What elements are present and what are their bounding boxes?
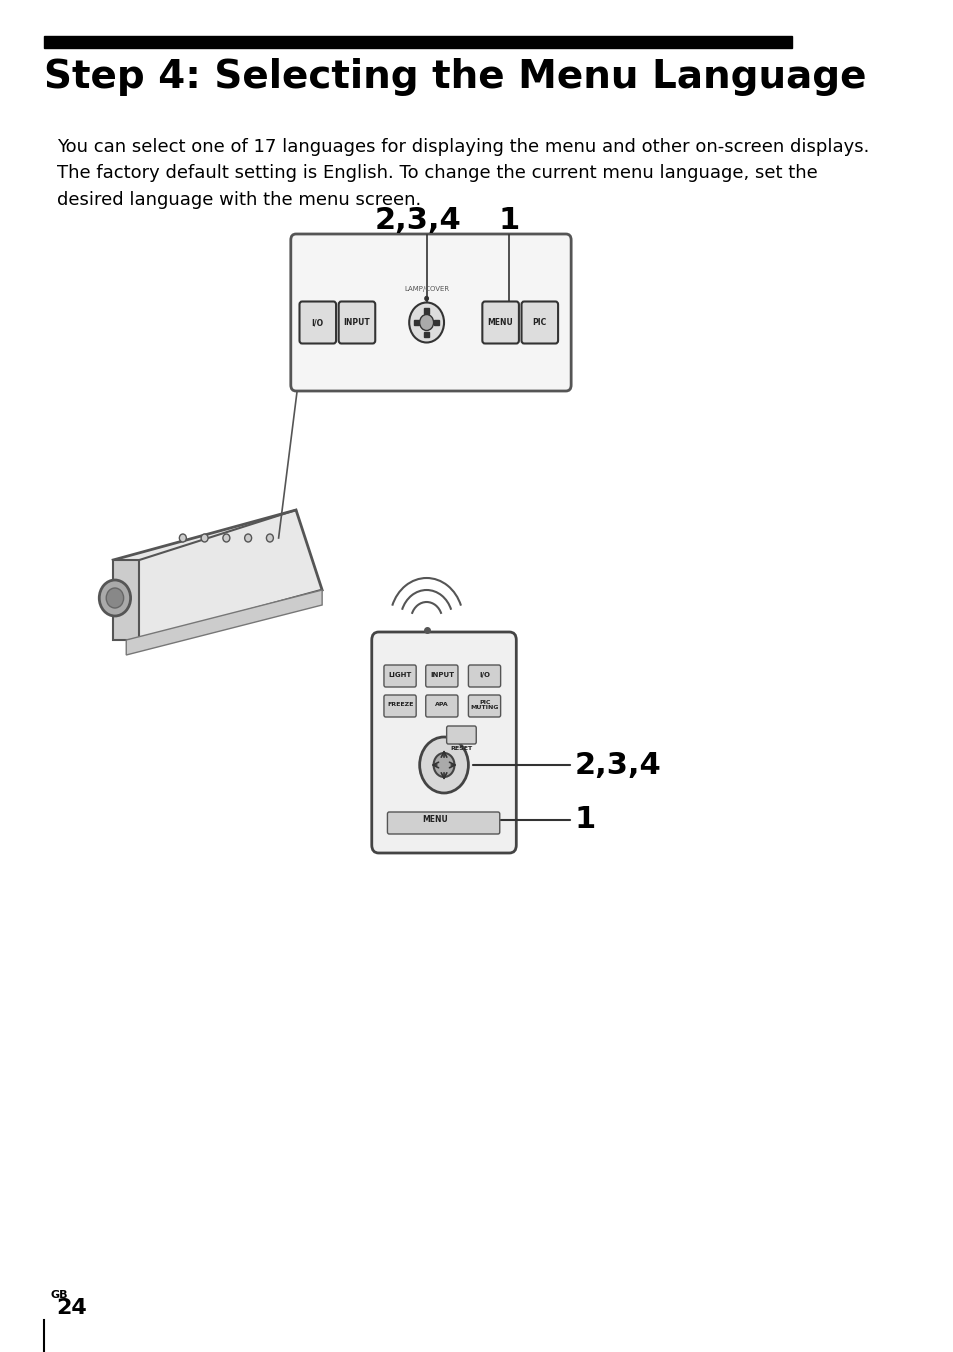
FancyBboxPatch shape [372,631,516,853]
Polygon shape [126,589,322,654]
FancyBboxPatch shape [383,665,416,687]
Circle shape [409,303,443,342]
Text: LIGHT: LIGHT [389,672,412,677]
Circle shape [201,534,208,542]
Text: 24: 24 [56,1298,88,1318]
Text: INPUT: INPUT [430,672,454,677]
Circle shape [266,534,274,542]
Text: PIC: PIC [532,318,546,327]
FancyBboxPatch shape [521,301,558,343]
Polygon shape [113,560,139,639]
FancyBboxPatch shape [299,301,335,343]
Text: GB: GB [51,1290,68,1301]
Text: LAMP/COVER: LAMP/COVER [404,287,449,292]
FancyBboxPatch shape [425,665,457,687]
Text: I/O: I/O [479,672,490,677]
FancyArrow shape [424,331,428,337]
FancyBboxPatch shape [468,665,500,687]
FancyArrow shape [424,308,428,314]
FancyBboxPatch shape [291,234,571,391]
Text: 1: 1 [498,206,519,235]
Text: 2,3,4: 2,3,4 [574,750,660,780]
Text: RESET: RESET [450,746,472,752]
Circle shape [424,296,428,300]
FancyArrow shape [414,320,418,324]
FancyBboxPatch shape [387,813,499,834]
Circle shape [244,534,252,542]
Text: You can select one of 17 languages for displaying the menu and other on-screen d: You can select one of 17 languages for d… [56,138,868,208]
Text: I/O: I/O [312,318,323,327]
Text: 1: 1 [574,806,596,834]
Circle shape [419,737,468,794]
Bar [44,37,791,49]
Text: APA: APA [435,703,449,707]
FancyBboxPatch shape [425,695,457,717]
Text: FREEZE: FREEZE [387,703,414,707]
Text: 2,3,4: 2,3,4 [375,206,461,235]
FancyBboxPatch shape [338,301,375,343]
Circle shape [179,534,186,542]
FancyBboxPatch shape [468,695,500,717]
FancyBboxPatch shape [482,301,518,343]
Circle shape [223,534,230,542]
Circle shape [419,315,433,330]
FancyBboxPatch shape [446,726,476,744]
Text: MENU: MENU [487,318,513,327]
Text: MENU: MENU [422,815,448,825]
Polygon shape [113,510,322,639]
Circle shape [106,588,124,608]
Circle shape [99,580,131,617]
Text: INPUT: INPUT [343,318,370,327]
Circle shape [433,753,454,777]
FancyBboxPatch shape [383,695,416,717]
Text: Step 4: Selecting the Menu Language: Step 4: Selecting the Menu Language [44,58,865,96]
FancyArrow shape [434,320,438,324]
Text: PIC
MUTING: PIC MUTING [470,699,498,710]
